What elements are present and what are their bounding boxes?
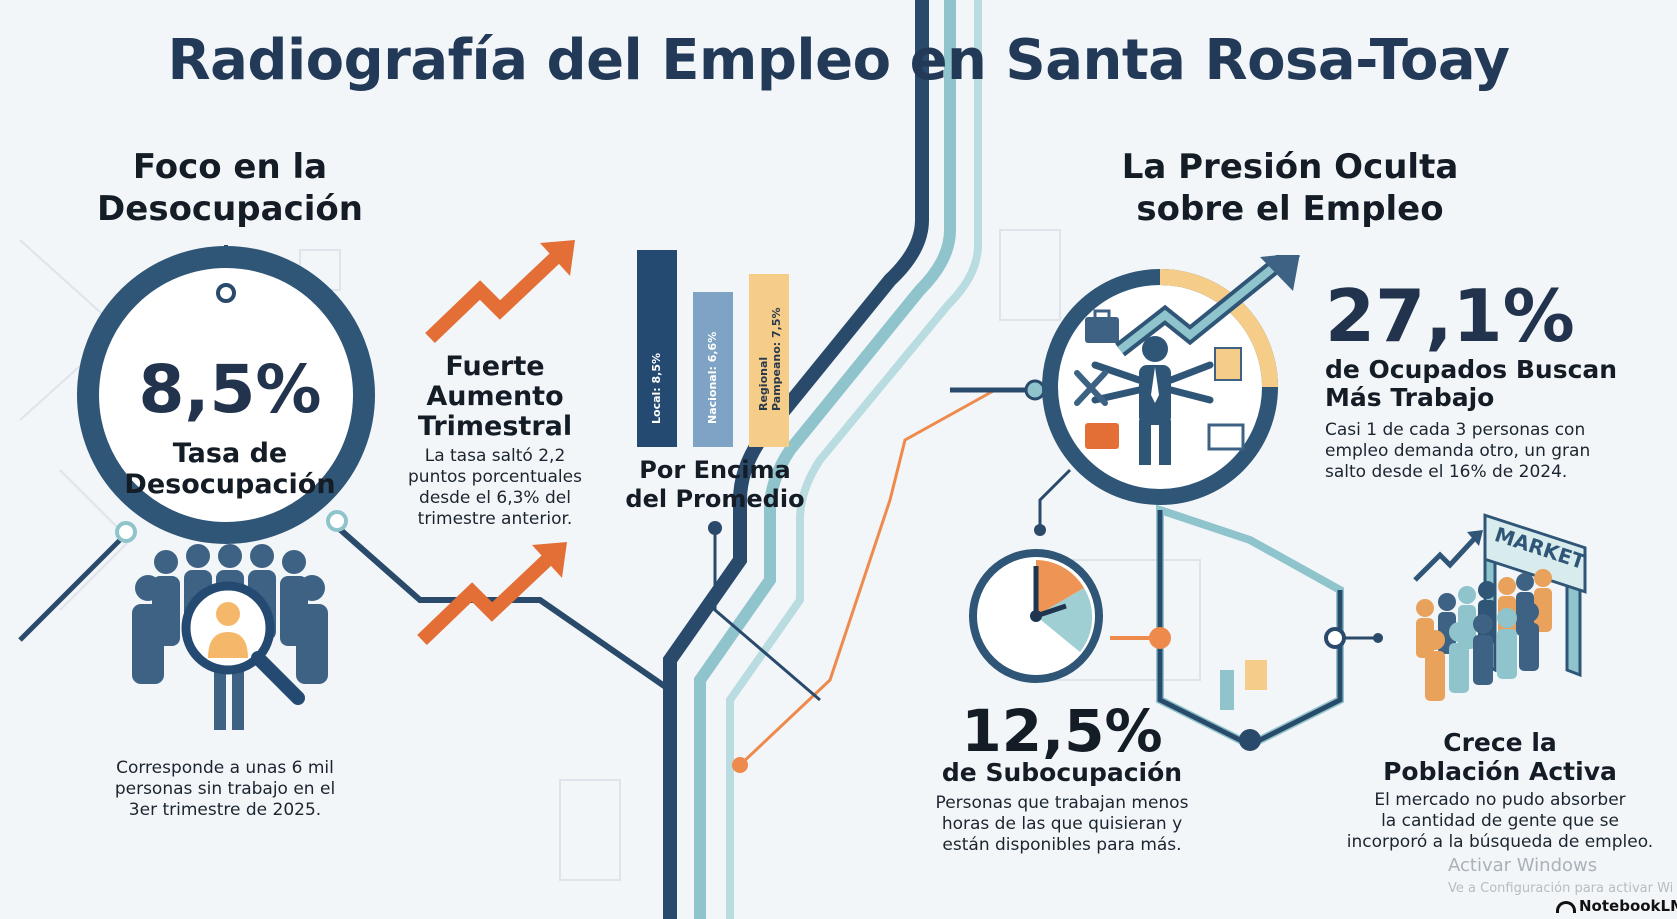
- right-heading: La Presión Oculta sobre el Empleo: [1080, 146, 1500, 230]
- bar-regional-label: Regional Pampeano: 7,5%: [757, 307, 783, 411]
- comparison-heading-line2: del Promedio: [625, 485, 805, 513]
- people-group-icon: [132, 544, 328, 730]
- seeking-label-line2: Más Trabajo: [1325, 383, 1495, 412]
- note-line2: personas sin trabajo en el: [114, 779, 336, 799]
- active-population-heading: Crece la Población Activa: [1350, 728, 1650, 786]
- bar-regional: Regional Pampeano: 7,5%: [749, 274, 789, 447]
- bar-regional-label-line1: Regional: [757, 356, 770, 411]
- bar-national-label: Nacional: 6,6%: [706, 331, 719, 424]
- unemployment-rate-value: 8,5%: [138, 351, 322, 428]
- unemployment-ring: [77, 245, 375, 544]
- right-heading-line1: La Presión Oculta: [1121, 147, 1459, 187]
- seeking-text-line1: Casi 1 de cada 3 personas con: [1325, 420, 1586, 440]
- rate-label-line2: Desocupación: [124, 469, 336, 500]
- notebooklm-brand: NotebookLM: [1556, 897, 1677, 915]
- rate-label-line1: Tasa de: [172, 438, 288, 469]
- note-line1: Corresponde a unas 6 mil: [116, 758, 334, 778]
- underemployment-text: Personas que trabajan menos horas de las…: [902, 793, 1222, 856]
- bar-national: Nacional: 6,6%: [693, 292, 733, 447]
- increase-heading-line3: Trimestral: [417, 411, 573, 442]
- trend-arrow-icon-lower: [417, 542, 567, 646]
- active-text-line2: la cantidad de gente que se: [1381, 811, 1619, 831]
- comparison-heading: Por Encima del Promedio: [610, 456, 820, 514]
- watermark-line1: Activar Windows: [1448, 855, 1598, 876]
- increase-text-line1: La tasa saltó 2,2: [424, 446, 566, 466]
- bar-regional-label-line2: Pampeano: 7,5%: [770, 307, 783, 411]
- seeking-text: Casi 1 de cada 3 personas con empleo dem…: [1325, 420, 1645, 483]
- clock-icon: [969, 549, 1103, 683]
- comparison-heading-line1: Por Encima: [639, 456, 791, 484]
- increase-heading: Fuerte Aumento Trimestral: [400, 352, 590, 442]
- increase-heading-line2: Aumento: [426, 381, 564, 412]
- increase-text-line4: trimestre anterior.: [417, 509, 573, 529]
- increase-text-line3: desde el 6,3% del: [419, 488, 571, 508]
- bar-local-label: Local: 8,5%: [650, 352, 663, 424]
- left-heading-line2: Desocupación: [97, 189, 363, 229]
- left-heading: Foco en la Desocupación: [40, 146, 420, 230]
- worker-icon: [1091, 336, 1214, 465]
- left-heading-line1: Foco en la: [132, 147, 328, 187]
- active-text-line3: incorporó a la búsqueda de empleo.: [1346, 832, 1654, 852]
- note-line3: 3er trimestre de 2025.: [128, 800, 322, 820]
- underemployment-text-line3: están disponibles para más.: [942, 835, 1182, 855]
- bar-local: Local: 8,5%: [637, 250, 677, 447]
- increase-heading-line1: Fuerte: [445, 351, 545, 382]
- market-gate-icon: MARKET: [1413, 513, 1589, 701]
- active-population-text: El mercado no pudo absorber la cantidad …: [1320, 790, 1677, 853]
- right-heading-line2: sobre el Empleo: [1136, 189, 1444, 229]
- unemployment-rate-label: Tasa de Desocupación: [90, 438, 370, 500]
- active-heading-line2: Población Activa: [1383, 757, 1617, 786]
- seeking-text-line2: empleo demanda otro, un gran: [1325, 441, 1591, 461]
- underemployment-label: de Subocupación: [941, 758, 1183, 787]
- unemployment-note: Corresponde a unas 6 mil personas sin tr…: [90, 758, 360, 821]
- seeking-value: 27,1%: [1325, 274, 1575, 358]
- increase-text-line2: puntos porcentuales: [408, 467, 582, 487]
- underemployment-text-line1: Personas que trabajan menos: [935, 793, 1189, 813]
- notebooklm-logo-icon: [1556, 900, 1576, 913]
- worker-ring: [1042, 255, 1301, 505]
- increase-text: La tasa saltó 2,2 puntos porcentuales de…: [395, 446, 595, 530]
- seeking-label: de Ocupados Buscan Más Trabajo: [1325, 356, 1655, 412]
- seeking-label-line1: de Ocupados Buscan: [1325, 355, 1618, 384]
- trend-arrow-icon: [425, 240, 575, 344]
- active-text-line1: El mercado no pudo absorber: [1374, 790, 1626, 810]
- page-title: Radiografía del Empleo en Santa Rosa-Toa…: [167, 28, 1510, 93]
- underemployment-value: 12,5%: [961, 697, 1163, 765]
- seeking-text-line3: salto desde el 16% de 2024.: [1325, 462, 1568, 482]
- notebooklm-brand-text: NotebookLM: [1579, 897, 1677, 915]
- underemployment-text-line2: horas de las que quisieran y: [941, 814, 1183, 834]
- active-heading-line1: Crece la: [1443, 728, 1557, 757]
- watermark-line2: Ve a Configuración para activar Wi: [1448, 881, 1674, 896]
